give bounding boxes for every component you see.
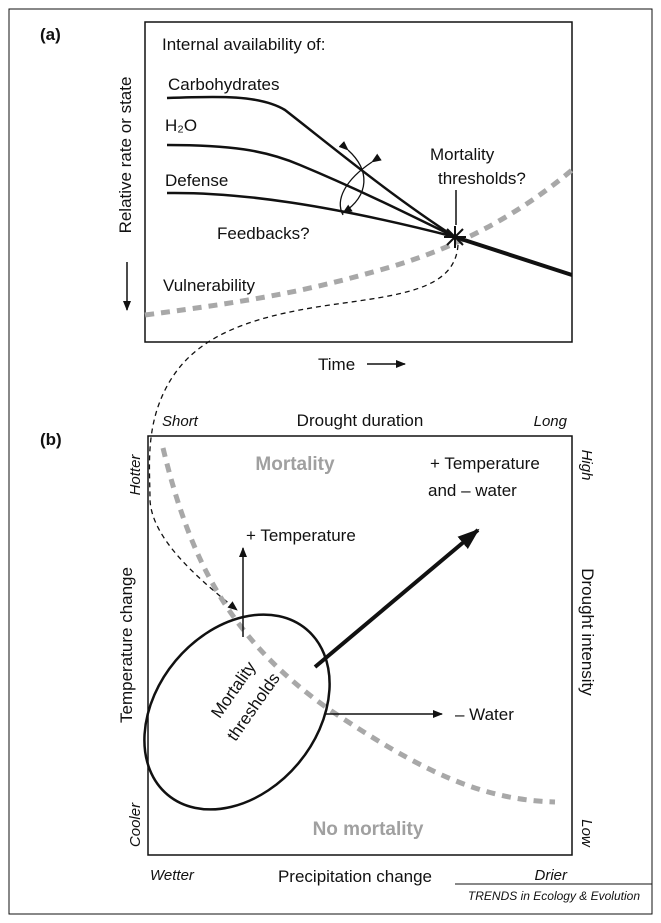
threshold-star [444,226,466,248]
axis-end: Long [534,413,568,430]
axis-end: Cooler [127,802,144,847]
mortality-label: Mortality [255,454,335,475]
axis-end: High [578,450,595,481]
threshold-label: Mortality [430,145,495,164]
link-arrow [148,244,459,611]
axis-end: Short [162,413,199,430]
panel-label: (b) [40,430,62,449]
axis-end: Drier [535,867,569,884]
axis-end: Low [578,819,595,848]
threshold-label: thresholds? [438,169,526,188]
water-curve [166,143,456,239]
curve-label: Defense [165,171,228,190]
arrow-label: + Temperature [246,526,356,545]
carbohydrates-curve [166,95,456,239]
panel-box [144,21,573,343]
axis-label: Drought intensity [578,568,597,696]
panel-label: (a) [40,25,61,44]
outer-border [8,8,653,915]
y-axis-label: Relative rate or state [116,77,135,234]
axis-label: Drought duration [297,411,424,430]
x-axis-label: Time [318,355,355,374]
arrow-label: and – water [428,481,517,500]
decline-line [454,235,573,277]
axis-end: Wetter [150,867,195,884]
feedback-arrow [338,140,365,214]
axis-label: Precipitation change [278,867,432,886]
no-mortality-label: No mortality [313,819,424,840]
curve-label: Carbohydrates [168,75,280,94]
axis-label: Temperature change [117,567,136,723]
threshold-ellipse [143,613,331,811]
arrow-label: – Water [455,705,514,724]
feedbacks-label: Feedbacks? [217,224,310,243]
arrow-label: + Temperature [430,454,540,473]
heading: Internal availability of: [162,35,325,54]
panel-box [147,435,573,856]
axis-end: Hotter [127,454,144,496]
vulnerability-label: Vulnerability [163,276,255,295]
curve-label: H₂O [165,116,197,135]
source: TRENDS in Ecology & Evolution [468,889,640,903]
combined-arrow [313,528,480,669]
defense-curve [166,191,456,239]
mortality-boundary [160,447,556,805]
